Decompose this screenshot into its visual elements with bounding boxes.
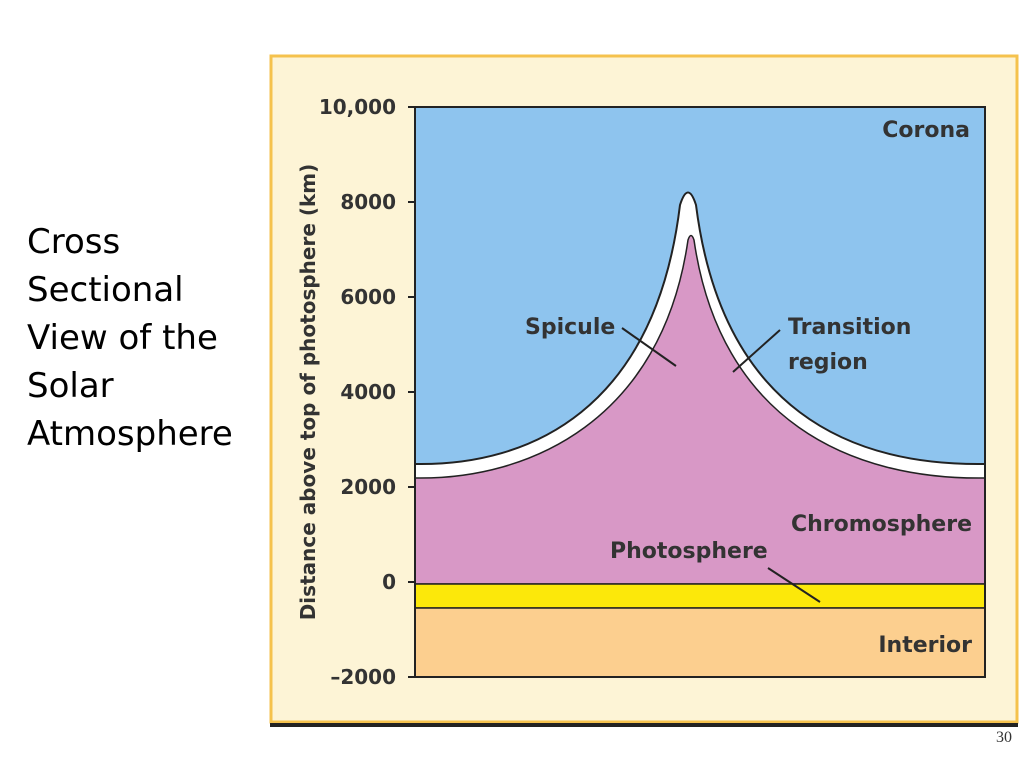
region-label: Interior: [878, 633, 972, 658]
y-tick-label: 0: [382, 570, 396, 594]
y-tick-label: –2000: [330, 665, 396, 689]
leader-line: [621, 327, 677, 367]
leader-line: [767, 567, 821, 603]
interior-layer: [414, 607, 986, 678]
y-axis-label: Distance above top of photosphere (km): [296, 164, 320, 621]
region-label: Corona: [882, 118, 970, 143]
region-label: Spicule: [525, 315, 615, 340]
region-label: region: [788, 350, 868, 375]
title-line: View of the: [27, 318, 218, 358]
y-tick-label: 2000: [340, 475, 396, 499]
region-label: Chromosphere: [791, 512, 972, 537]
leader-line: [732, 329, 781, 373]
y-ticks: 10,000 8000 6000 4000 2000 0 –2000: [319, 95, 415, 689]
region-label: Transition: [788, 315, 911, 340]
slide-title: Cross Sectional View of the Solar Atmosphere: [27, 222, 233, 454]
photosphere-layer: [414, 583, 986, 609]
region-label: Photosphere: [610, 539, 768, 564]
y-tick-label: 6000: [340, 285, 396, 309]
y-tick-label: 10,000: [319, 95, 396, 119]
y-tick-label: 8000: [340, 190, 396, 214]
title-line: Solar: [27, 366, 114, 406]
chromosphere-layer: [414, 234, 986, 585]
title-line: Cross: [27, 222, 120, 262]
title-line: Sectional: [27, 270, 184, 310]
page-number: 30: [996, 729, 1012, 746]
title-line: Atmosphere: [27, 414, 233, 454]
y-tick-label: 4000: [340, 380, 396, 404]
